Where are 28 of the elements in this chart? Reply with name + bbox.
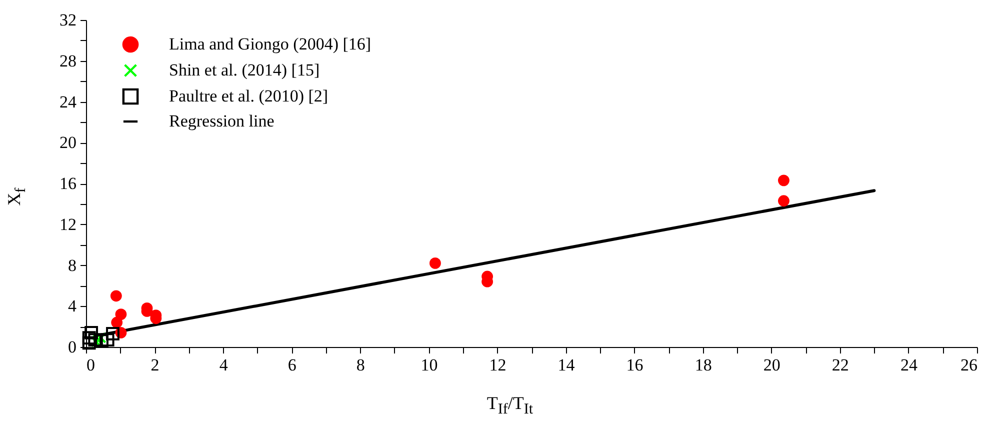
x-tick-label: 10	[420, 356, 438, 374]
y-tick-label: 0	[68, 338, 76, 356]
y-tick-label: 12	[60, 214, 76, 234]
legend-label: Shin et al. (2014) [15]	[169, 60, 320, 80]
legend-label: Paultre et al. (2010) [2]	[169, 86, 328, 106]
x-tick-label: 12	[489, 356, 506, 374]
x-tick-label: 26	[960, 356, 978, 374]
legend-label: Regression line	[169, 112, 274, 130]
x-tick-label: 0	[86, 356, 95, 374]
x-tick-label: 2	[150, 356, 160, 374]
x-tick-label: 24	[900, 356, 918, 374]
y-tick-label: 20	[60, 133, 76, 152]
x-tick-label: 14	[558, 356, 576, 374]
x-tick-label: 20	[763, 356, 780, 374]
y-tick-label: 4	[68, 296, 77, 316]
x-axis-title: T$_{If}$/T$_{It}$	[486, 393, 534, 419]
x-tick-label: 18	[694, 356, 712, 374]
legend-label: Lima and Giongo (2004) [16]	[169, 34, 372, 54]
x-tick-label: 6	[288, 356, 296, 374]
y-tick-label: 24	[60, 92, 77, 112]
y-tick-label: 16	[60, 174, 76, 193]
x-tick-label: 8	[356, 356, 365, 374]
x-tick-label: 22	[832, 356, 849, 374]
y-tick-label: 28	[60, 51, 76, 70]
x-tick-label: 4	[219, 356, 228, 374]
y-tick-label: 8	[68, 256, 76, 275]
x-tick-label: 16	[626, 356, 644, 374]
y-tick-label: 32	[60, 10, 76, 30]
